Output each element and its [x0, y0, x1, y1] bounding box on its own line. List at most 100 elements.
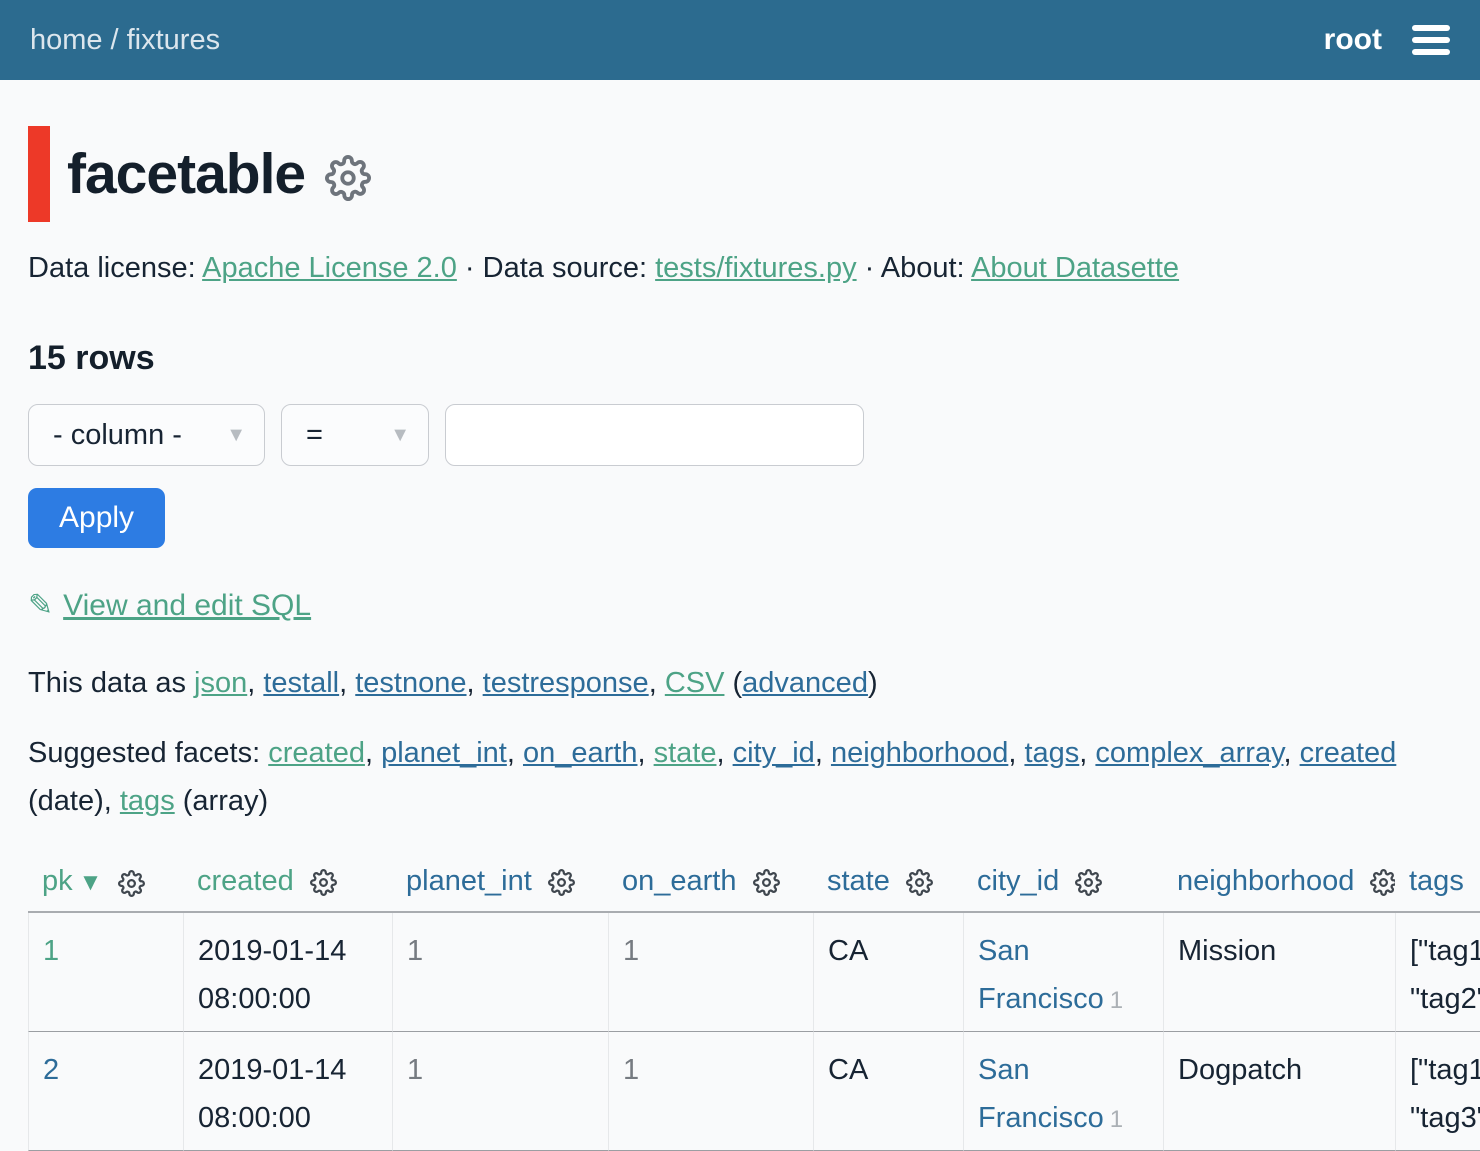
meta-separator: ·: [856, 252, 881, 284]
breadcrumb-separator: /: [110, 23, 119, 56]
pencil-icon: ✎: [28, 589, 54, 622]
column-cog-icon[interactable]: [1472, 865, 1480, 897]
column-cog-icon[interactable]: [302, 865, 337, 897]
cell-tags: ["tag1", "tag2"]: [1395, 912, 1480, 1032]
filter-operator-select[interactable]: = ▼: [281, 404, 429, 466]
table-header-row: pk ▼ created planet_int on_earth state ci…: [28, 855, 1480, 913]
source-link[interactable]: tests/fixtures.py: [655, 252, 857, 284]
sql-link-row: ✎ View and edit SQL: [28, 588, 1452, 623]
column-header-tags-link[interactable]: tags: [1409, 865, 1464, 898]
facet-link-city-id[interactable]: city_id: [732, 737, 815, 769]
column-header-state-link[interactable]: state: [827, 865, 890, 898]
about-label: About:: [880, 252, 972, 284]
page-title-row: facetable: [28, 126, 1452, 222]
column-cog-icon[interactable]: [898, 865, 933, 897]
cell-neighborhood: Dogpatch: [1163, 1031, 1395, 1151]
filter-controls: - column - ▼ = ▼: [28, 404, 1452, 466]
sort-desc-icon: ▼: [78, 869, 103, 896]
suggested-facets-row: Suggested facets: created, planet_int, o…: [28, 737, 1397, 817]
cell-city-id: San Francisco 1: [963, 1031, 1163, 1151]
filter-value-input[interactable]: [445, 404, 864, 466]
export-link-testall[interactable]: testall: [263, 667, 340, 699]
facet-link-on-earth[interactable]: on_earth: [522, 737, 638, 769]
column-cog-icon[interactable]: [1067, 865, 1102, 897]
column-cog-icon[interactable]: [745, 865, 780, 897]
row-count-heading: 15 rows: [28, 339, 155, 377]
cell-pk: 2: [28, 1031, 183, 1151]
caret-down-icon: ▼: [390, 423, 410, 446]
column-cog-icon[interactable]: [110, 866, 145, 899]
cell-on-earth: 1: [608, 1031, 813, 1151]
table-row: 1 2019-01-14 08:00:00 1 1 CA San Francis…: [28, 912, 1480, 1032]
source-label: Data source:: [482, 252, 656, 284]
facet-link-created-date[interactable]: created: [1299, 737, 1397, 769]
row-pk-link[interactable]: 2: [43, 1053, 60, 1086]
cell-planet-int: 1: [392, 912, 608, 1032]
column-header-on-earth-link[interactable]: on_earth: [622, 865, 737, 898]
row-pk-link[interactable]: 1: [43, 934, 60, 967]
cell-pk: 1: [28, 912, 183, 1032]
license-label: Data license:: [28, 252, 203, 284]
breadcrumb: home / fixtures: [30, 24, 220, 57]
cell-planet-int: 1: [392, 1031, 608, 1151]
table-row: 2 2019-01-14 08:00:00 1 1 CA San Francis…: [28, 1031, 1480, 1151]
city-link[interactable]: San Francisco: [978, 1053, 1104, 1134]
cell-neighborhood: Mission: [1163, 912, 1395, 1032]
facet-link-neighborhood[interactable]: neighborhood: [830, 737, 1009, 769]
facet-link-tags-array[interactable]: tags: [119, 785, 175, 817]
page-title: facetable: [67, 141, 306, 206]
column-header-tags: tags: [1395, 855, 1480, 913]
about-link[interactable]: About Datasette: [971, 252, 1180, 284]
column-header-state: state: [813, 855, 963, 913]
logged-in-user[interactable]: root: [1323, 23, 1382, 56]
table-settings-cog-icon[interactable]: [325, 155, 371, 201]
city-id-value: 1: [1109, 986, 1124, 1014]
license-link[interactable]: Apache License 2.0: [202, 252, 457, 284]
cell-on-earth: 1: [608, 912, 813, 1032]
export-link-csv[interactable]: CSV: [664, 667, 725, 699]
apply-button[interactable]: Apply: [28, 488, 166, 548]
cell-created: 2019-01-14 08:00:00: [183, 1031, 392, 1151]
export-link-testnone[interactable]: testnone: [355, 667, 467, 699]
cell-city-id: San Francisco 1: [963, 912, 1163, 1032]
column-header-created-link[interactable]: created: [197, 865, 294, 898]
filter-operator-selected-value: =: [306, 418, 323, 451]
column-header-planet-int: planet_int: [392, 855, 608, 913]
column-header-neighborhood-link[interactable]: neighborhood: [1177, 865, 1355, 898]
column-header-planet-int-link[interactable]: planet_int: [406, 865, 532, 898]
export-link-json[interactable]: json: [194, 667, 248, 699]
export-prefix: This data as: [28, 667, 195, 699]
facet-link-state[interactable]: state: [653, 737, 717, 769]
filter-column-select[interactable]: - column - ▼: [28, 404, 265, 466]
export-links-row: This data as json, testall, testnone, te…: [28, 667, 878, 699]
column-header-city-id-link[interactable]: city_id: [977, 865, 1060, 898]
breadcrumb-db-link[interactable]: fixtures: [126, 23, 221, 56]
column-cog-icon[interactable]: [540, 865, 575, 897]
cell-tags: ["tag1", "tag3"]: [1395, 1031, 1480, 1151]
export-link-advanced[interactable]: advanced: [742, 667, 868, 699]
facet-link-planet-int[interactable]: planet_int: [381, 737, 507, 769]
filter-column-selected-value: - column -: [53, 418, 182, 451]
facet-link-complex-array[interactable]: complex_array: [1095, 737, 1284, 769]
view-edit-sql-link[interactable]: View and edit SQL: [63, 589, 312, 622]
data-table: pk ▼ created planet_int on_earth state ci…: [28, 855, 1480, 1151]
meta-separator: ·: [456, 252, 483, 284]
column-header-pk-link[interactable]: pk: [42, 865, 73, 897]
breadcrumb-home-link[interactable]: home: [30, 23, 103, 56]
caret-down-icon: ▼: [226, 423, 246, 446]
column-header-pk: pk ▼: [28, 855, 183, 913]
metadata-line: Data license: Apache License 2.0 · Data …: [28, 252, 1452, 285]
title-accent-bar: [28, 126, 50, 222]
top-navbar: home / fixtures root: [0, 0, 1480, 80]
menu-icon[interactable]: [1412, 25, 1450, 55]
column-header-city-id: city_id: [963, 855, 1163, 913]
cell-state: CA: [813, 1031, 963, 1151]
cell-state: CA: [813, 912, 963, 1032]
facet-link-created[interactable]: created: [268, 737, 365, 769]
column-header-neighborhood: neighborhood: [1163, 855, 1395, 913]
city-link[interactable]: San Francisco: [978, 934, 1104, 1015]
export-link-testresponse[interactable]: testresponse: [482, 667, 649, 699]
column-cog-icon[interactable]: [1362, 865, 1395, 897]
cell-created: 2019-01-14 08:00:00: [183, 912, 392, 1032]
facet-link-tags[interactable]: tags: [1024, 737, 1080, 769]
